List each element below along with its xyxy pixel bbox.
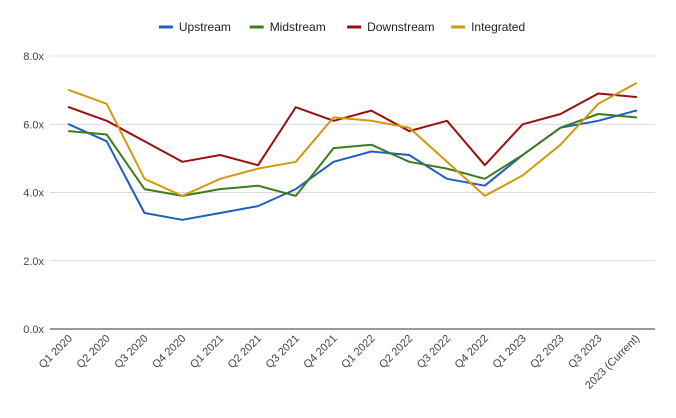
x-tick-label: Q2 2022 [377, 333, 415, 371]
series-lines [67, 82, 638, 221]
legend-label: Midstream [270, 20, 326, 34]
x-tick-label: Q1 2021 [188, 333, 226, 371]
legend-label: Downstream [367, 20, 434, 34]
x-tick-label: Q4 2020 [150, 333, 188, 371]
x-tick-label: Q4 2021 [301, 333, 339, 371]
legend-label: Integrated [471, 20, 525, 34]
legend-item-downstream: Downstream [347, 20, 434, 34]
x-tick-label: Q1 2023 [490, 333, 528, 371]
legend-item-integrated: Integrated [451, 20, 525, 34]
legend-item-midstream: Midstream [249, 20, 326, 34]
series-line-upstream [67, 109, 638, 221]
x-tick-label: Q3 2020 [112, 333, 150, 371]
x-tick-label: Q4 2022 [453, 333, 491, 371]
x-axis: Q1 2020 Q2 2020 Q3 2020 Q4 2020 Q1 2021 Q2 20… [37, 333, 643, 392]
y-tick-label: 2.0x [23, 256, 44, 268]
y-tick-label: 4.0x [23, 188, 44, 200]
x-tick-label: Q2 2023 [528, 333, 566, 371]
x-tick-label: Q1 2020 [37, 333, 75, 371]
y-tick-label: 8.0x [23, 51, 44, 63]
legend-label: Upstream [179, 20, 231, 34]
x-tick-label: Q2 2020 [75, 333, 113, 371]
x-tick-label: Q1 2022 [339, 333, 377, 371]
series-line-integrated [67, 82, 638, 197]
y-axis: 0.0x 2.0x 4.0x 6.0x 8.0x [23, 51, 44, 336]
series-line-downstream [67, 92, 638, 167]
gridlines [50, 55, 655, 330]
legend-item-upstream: Upstream [158, 20, 231, 34]
x-tick-label: Q2 2021 [226, 333, 264, 371]
series-line-midstream [67, 113, 638, 197]
y-tick-label: 6.0x [23, 119, 44, 131]
y-tick-label: 0.0x [23, 324, 44, 336]
legend: Upstream Midstream Downstream Integrated [158, 20, 525, 34]
x-tick-label: Q3 2023 [566, 333, 604, 371]
x-tick-label: Q3 2022 [415, 333, 453, 371]
x-tick-label: Q3 2021 [264, 333, 302, 371]
